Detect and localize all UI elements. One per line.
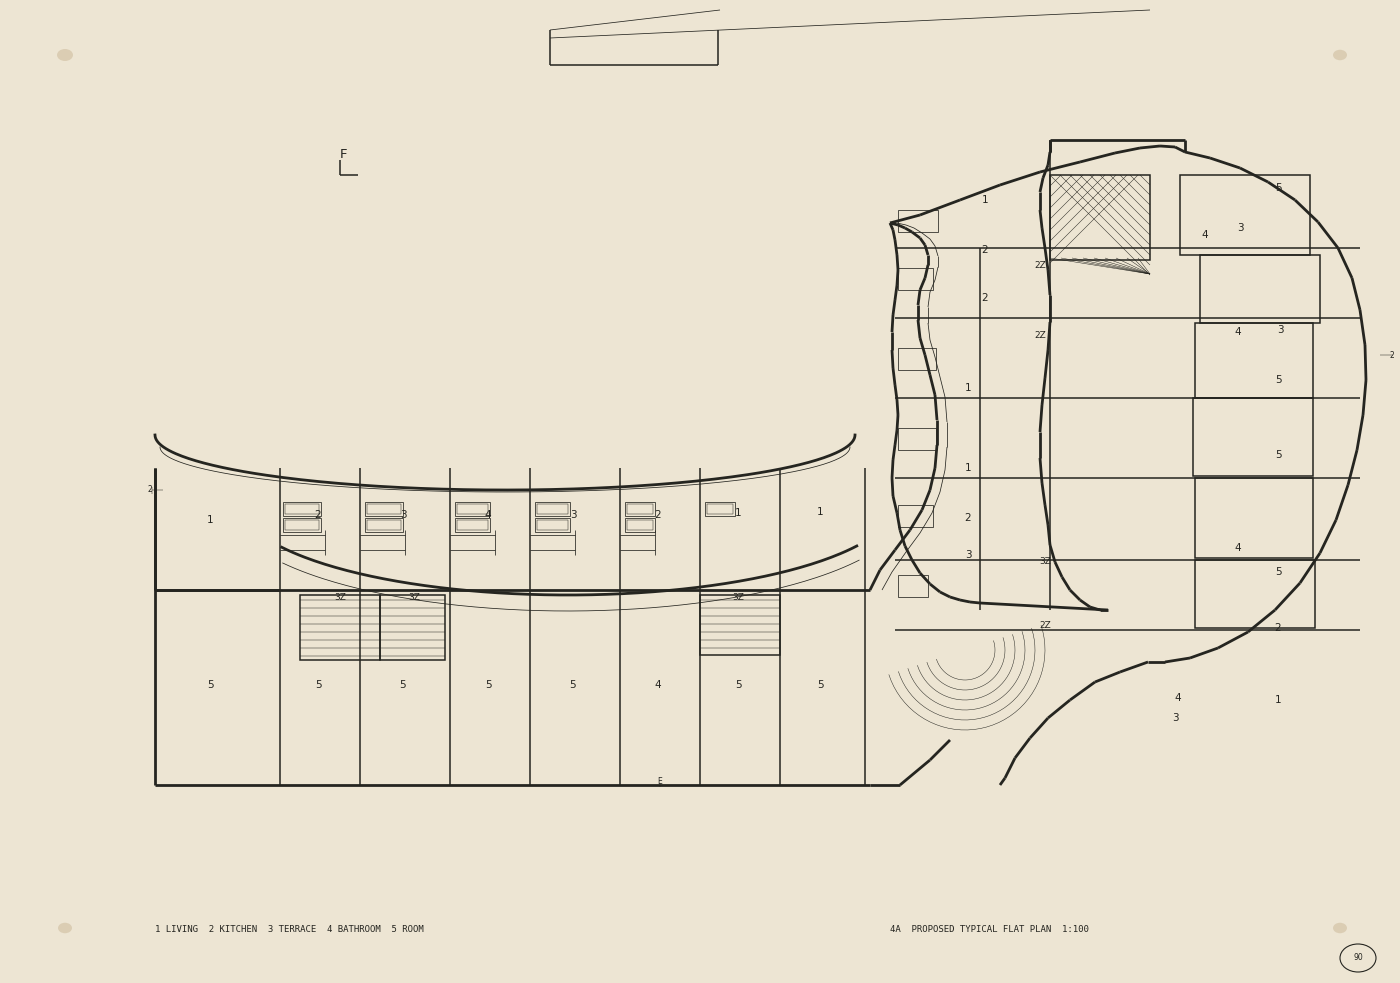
Ellipse shape (1333, 923, 1347, 933)
Bar (897, 575, 928, 597)
Text: 5: 5 (816, 680, 823, 690)
Bar (1196, 560, 1315, 628)
Bar (897, 348, 937, 370)
Text: 5: 5 (1274, 450, 1281, 460)
Text: 3: 3 (570, 510, 577, 520)
Bar (365, 518, 403, 532)
Text: 5: 5 (570, 680, 577, 690)
Bar (379, 595, 445, 660)
Text: 2: 2 (965, 513, 972, 523)
Bar (624, 502, 655, 516)
Bar (286, 520, 319, 530)
Bar (700, 595, 780, 655)
Text: 5: 5 (1274, 183, 1281, 193)
Bar (286, 504, 319, 514)
Text: 1: 1 (965, 383, 972, 393)
Text: 1: 1 (965, 463, 972, 473)
Text: 2: 2 (981, 293, 988, 303)
Bar (538, 504, 568, 514)
Text: 1: 1 (981, 195, 988, 205)
Bar (455, 502, 490, 516)
Text: 2Z: 2Z (1039, 620, 1051, 629)
Bar (456, 520, 489, 530)
Text: 2Z: 2Z (1035, 260, 1046, 269)
Text: 4: 4 (484, 510, 491, 520)
Text: 3: 3 (399, 510, 406, 520)
Bar (535, 502, 570, 516)
Ellipse shape (57, 49, 73, 61)
Text: 1 LIVING  2 KITCHEN  3 TERRACE  4 BATHROOM  5 ROOM: 1 LIVING 2 KITCHEN 3 TERRACE 4 BATHROOM … (155, 926, 424, 935)
Text: 3Z: 3Z (407, 594, 420, 603)
Text: 5: 5 (399, 680, 406, 690)
Text: 2: 2 (1274, 623, 1281, 633)
Bar (367, 504, 400, 514)
Text: 4: 4 (1235, 327, 1242, 337)
Bar (1196, 323, 1313, 398)
Bar (538, 520, 568, 530)
Bar (1180, 175, 1310, 255)
Text: 3: 3 (1277, 325, 1284, 335)
Bar (897, 428, 937, 450)
Bar (456, 504, 489, 514)
Bar (365, 502, 403, 516)
Bar (300, 595, 379, 660)
Text: 2: 2 (1390, 351, 1394, 360)
Text: 5: 5 (1274, 375, 1281, 385)
Bar (706, 502, 735, 516)
Text: 5: 5 (735, 680, 742, 690)
Bar (1050, 175, 1149, 260)
Text: 4: 4 (1175, 693, 1182, 703)
Text: 90: 90 (1354, 954, 1362, 962)
Bar (455, 518, 490, 532)
Bar (1193, 398, 1313, 476)
Text: 2: 2 (655, 510, 661, 520)
Text: 4: 4 (1201, 230, 1208, 240)
Ellipse shape (1333, 50, 1347, 60)
Text: 4A  PROPOSED TYPICAL FLAT PLAN  1:100: 4A PROPOSED TYPICAL FLAT PLAN 1:100 (890, 926, 1089, 935)
Bar (1200, 255, 1320, 323)
Text: E: E (658, 778, 662, 786)
Text: 1: 1 (735, 508, 742, 518)
Text: 2Z: 2Z (1035, 330, 1046, 339)
Text: 3: 3 (965, 550, 972, 560)
Ellipse shape (57, 923, 71, 933)
Text: 5: 5 (315, 680, 322, 690)
Bar (535, 518, 570, 532)
Text: 2: 2 (315, 510, 322, 520)
Text: 1: 1 (816, 507, 823, 517)
Bar (707, 504, 734, 514)
Text: 1: 1 (207, 515, 213, 525)
Text: 2: 2 (981, 245, 988, 255)
Bar (624, 518, 655, 532)
Text: 2: 2 (147, 486, 153, 494)
Text: 5: 5 (484, 680, 491, 690)
Bar (627, 520, 652, 530)
Text: F: F (340, 148, 347, 161)
Text: 4: 4 (1235, 543, 1242, 553)
Bar (627, 504, 652, 514)
Bar (1196, 478, 1313, 558)
Text: 3Z: 3Z (732, 594, 743, 603)
Text: 3: 3 (1172, 713, 1179, 723)
Text: 5: 5 (207, 680, 213, 690)
Bar (897, 268, 932, 290)
Bar (897, 210, 938, 232)
Bar (283, 502, 321, 516)
Bar (897, 505, 932, 527)
Bar (367, 520, 400, 530)
Text: 3Z: 3Z (1039, 557, 1051, 566)
Text: 4: 4 (655, 680, 661, 690)
Text: 5: 5 (1274, 567, 1281, 577)
Bar (283, 518, 321, 532)
Text: 3Z: 3Z (335, 594, 346, 603)
Text: 1: 1 (1274, 695, 1281, 705)
Text: 3: 3 (1236, 223, 1243, 233)
